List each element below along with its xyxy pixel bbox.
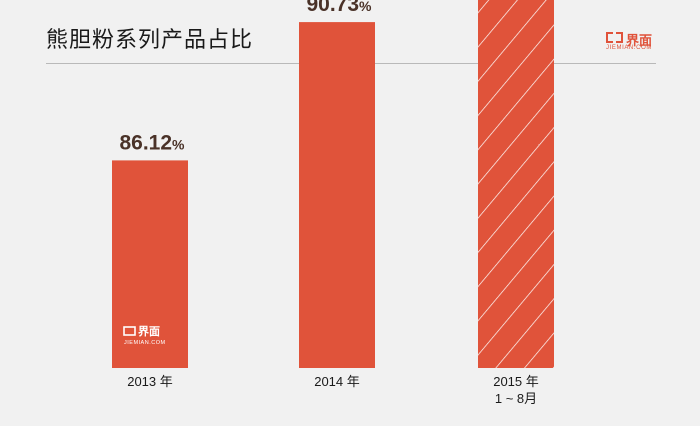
x-tick-label-1: 2013 年 <box>127 374 173 389</box>
logo-mark-icon <box>606 32 623 43</box>
watermark-text: 界面 <box>138 325 160 338</box>
bar-watermark: 界面 JIEMIAN.COM <box>123 325 166 346</box>
watermark-mark-icon <box>123 326 136 336</box>
page-title: 熊胆粉系列产品占比 <box>46 27 254 52</box>
value-label-2: 90.73% <box>306 0 372 16</box>
x-tick-label-3-1: 2015 年 <box>493 374 539 389</box>
x-tick-label-2: 2014 年 <box>314 374 360 389</box>
bar-2 <box>299 22 375 368</box>
value-label-1: 86.12% <box>119 131 185 154</box>
logo-subtext: JIEMIAN.COM <box>606 45 652 51</box>
bar-3 <box>478 0 554 369</box>
x-tick-label-3-2: 1 ~ 8月 <box>495 391 537 406</box>
logo-text: 界面 <box>626 33 653 48</box>
watermark-subtext: JIEMIAN.COM <box>124 340 166 346</box>
jiemian-logo: 界面 JIEMIAN.COM <box>606 30 656 51</box>
